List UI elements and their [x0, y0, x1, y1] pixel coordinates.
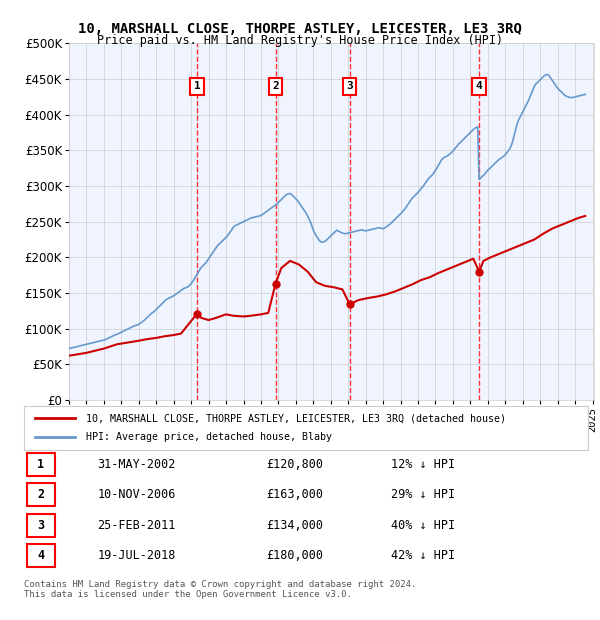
Text: 42% ↓ HPI: 42% ↓ HPI — [391, 549, 455, 562]
FancyBboxPatch shape — [27, 544, 55, 567]
Text: HPI: Average price, detached house, Blaby: HPI: Average price, detached house, Blab… — [86, 432, 332, 442]
Text: 40% ↓ HPI: 40% ↓ HPI — [391, 518, 455, 531]
FancyBboxPatch shape — [27, 453, 55, 476]
Text: 2: 2 — [272, 81, 279, 91]
Text: 10-NOV-2006: 10-NOV-2006 — [97, 489, 176, 502]
Text: 1: 1 — [194, 81, 200, 91]
Text: 25-FEB-2011: 25-FEB-2011 — [97, 518, 176, 531]
Text: 29% ↓ HPI: 29% ↓ HPI — [391, 489, 455, 502]
Text: £163,000: £163,000 — [266, 489, 323, 502]
Text: £134,000: £134,000 — [266, 518, 323, 531]
Text: Contains HM Land Registry data © Crown copyright and database right 2024.: Contains HM Land Registry data © Crown c… — [24, 580, 416, 589]
Text: 10, MARSHALL CLOSE, THORPE ASTLEY, LEICESTER, LE3 3RQ: 10, MARSHALL CLOSE, THORPE ASTLEY, LEICE… — [78, 22, 522, 36]
Text: 4: 4 — [476, 81, 482, 91]
Text: This data is licensed under the Open Government Licence v3.0.: This data is licensed under the Open Gov… — [24, 590, 352, 600]
FancyBboxPatch shape — [27, 484, 55, 507]
Text: £120,800: £120,800 — [266, 458, 323, 471]
Text: £180,000: £180,000 — [266, 549, 323, 562]
Text: 3: 3 — [37, 518, 44, 531]
Text: 12% ↓ HPI: 12% ↓ HPI — [391, 458, 455, 471]
Text: 19-JUL-2018: 19-JUL-2018 — [97, 549, 176, 562]
Text: 2: 2 — [37, 489, 44, 502]
Text: 31-MAY-2002: 31-MAY-2002 — [97, 458, 176, 471]
Text: 3: 3 — [346, 81, 353, 91]
Text: Price paid vs. HM Land Registry's House Price Index (HPI): Price paid vs. HM Land Registry's House … — [97, 34, 503, 47]
Text: 1: 1 — [37, 458, 44, 471]
FancyBboxPatch shape — [27, 513, 55, 536]
Text: 4: 4 — [37, 549, 44, 562]
Text: 10, MARSHALL CLOSE, THORPE ASTLEY, LEICESTER, LE3 3RQ (detached house): 10, MARSHALL CLOSE, THORPE ASTLEY, LEICE… — [86, 414, 506, 423]
